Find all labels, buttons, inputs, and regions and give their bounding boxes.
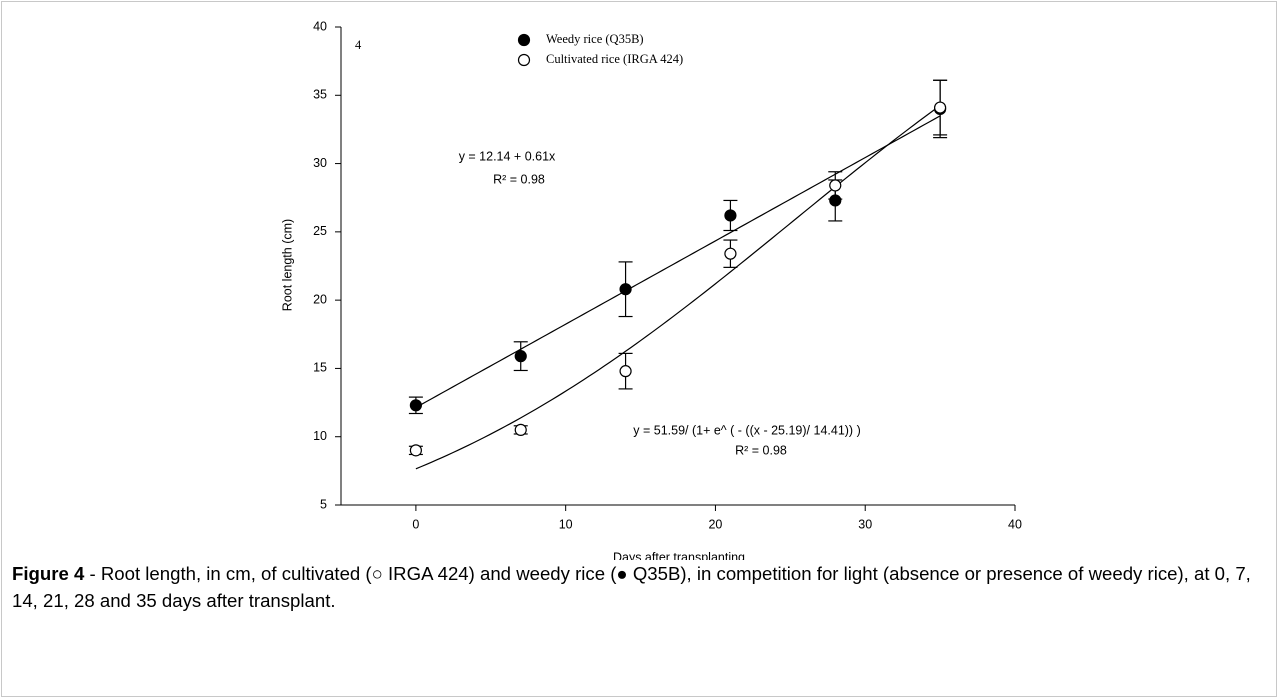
point: [829, 179, 842, 192]
point: [619, 283, 632, 296]
caption-label: Figure 4: [12, 563, 85, 584]
equation: y = 12.14 + 0.61x: [459, 149, 556, 163]
x-tick-label: 20: [708, 517, 722, 531]
x-tick-label: 0: [412, 517, 419, 531]
y-tick-label: 5: [320, 497, 327, 511]
legend-marker: [517, 33, 531, 47]
point: [514, 423, 527, 436]
x-tick-label: 10: [559, 517, 573, 531]
x-axis-label: Days after transplanting: [613, 550, 745, 560]
y-tick-label: 10: [313, 429, 327, 443]
legend-label: Cultivated rice (IRGA 424): [546, 52, 683, 66]
fit-curve: [415, 115, 941, 409]
legend-label: Weedy rice (Q35B): [546, 32, 644, 46]
x-tick-label: 40: [1008, 517, 1022, 531]
point: [514, 350, 527, 363]
y-tick-label: 20: [313, 292, 327, 306]
point: [619, 365, 632, 378]
panel-label: 4: [355, 38, 362, 52]
caption-text: - Root length, in cm, of cultivated (○ I…: [12, 563, 1251, 611]
point: [409, 444, 422, 457]
r-squared: R² = 0.98: [493, 172, 545, 186]
point: [934, 101, 947, 114]
chart: 4 Days after transplanting Root length (…: [280, 19, 1022, 560]
x-tick-label: 30: [858, 517, 872, 531]
y-tick-label: 15: [313, 361, 327, 375]
y-tick-label: 40: [313, 19, 327, 33]
legend-marker: [517, 53, 531, 67]
y-tick-label: 25: [313, 224, 327, 238]
y-axis-label: Root length (cm): [280, 219, 294, 311]
r-squared: R² = 0.98: [735, 443, 787, 457]
equation: y = 51.59/ (1+ e^ ( - ((x - 25.19)/ 14.4…: [633, 423, 860, 437]
caption: Figure 4 - Root length, in cm, of cultiv…: [12, 560, 1274, 614]
y-tick-label: 35: [313, 88, 327, 102]
y-tick-label: 30: [313, 156, 327, 170]
point: [724, 209, 737, 222]
fit-curve: [415, 105, 941, 470]
point: [724, 247, 737, 260]
point: [829, 194, 842, 207]
point: [409, 399, 422, 412]
